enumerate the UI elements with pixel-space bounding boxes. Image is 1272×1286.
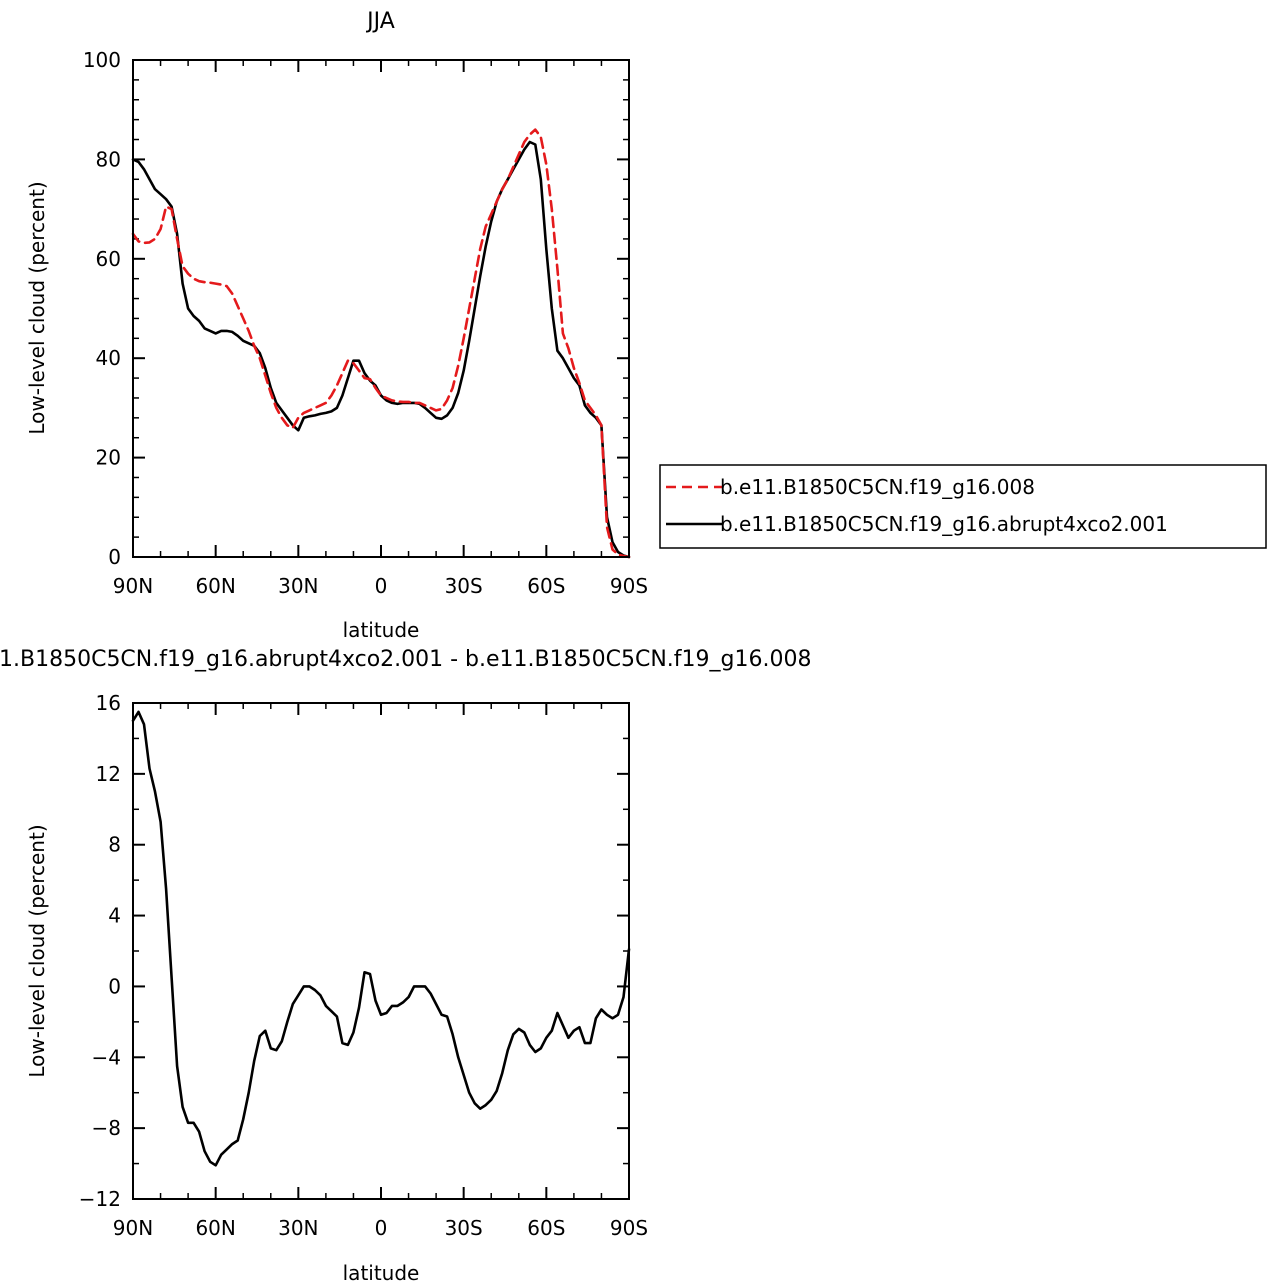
top-chart-x-axis-title: latitude [343, 618, 420, 642]
bottom-chart-y-ticks: −12 −8 −4 0 4 8 12 16 [79, 691, 629, 1211]
y-tick-label: 0 [108, 545, 121, 569]
y-tick-label: 40 [96, 346, 121, 370]
bottom-chart-series [131, 710, 631, 1167]
bottom-chart-x-ticks: 90N 60N 30N 0 30S 60S 90S [113, 703, 648, 1240]
y-tick-label: 16 [96, 691, 121, 715]
x-tick-label: 90N [113, 1216, 153, 1240]
x-tick-label: 60S [527, 1216, 565, 1240]
x-tick-label: 60S [527, 574, 565, 598]
series-line-1 [131, 140, 631, 559]
x-tick-label: 60N [195, 1216, 235, 1240]
top-chart-title: JJA [365, 9, 395, 34]
x-tick-label: 30S [445, 574, 483, 598]
y-tick-label: 12 [96, 762, 121, 786]
series-line-0 [131, 710, 631, 1167]
bottom-chart-plot-frame [132, 702, 630, 1200]
x-tick-label: 0 [375, 574, 388, 598]
x-tick-label: 90N [113, 574, 153, 598]
bottom-chart: b.e11.B1850C5CN.f19_g16.abrupt4xco2.001 … [0, 647, 811, 1285]
x-tick-label: 90S [610, 574, 648, 598]
top-chart-y-ticks: 0 20 40 60 80 100 [83, 48, 629, 569]
x-tick-label: 90S [610, 1216, 648, 1240]
x-tick-label: 30S [445, 1216, 483, 1240]
y-tick-label: −8 [92, 1116, 121, 1140]
bottom-chart-title: b.e11.B1850C5CN.f19_g16.abrupt4xco2.001 … [0, 647, 811, 672]
x-tick-label: 30N [278, 1216, 318, 1240]
bottom-chart-y-axis-title: Low-level cloud (percent) [25, 824, 49, 1077]
y-tick-label: −12 [79, 1187, 121, 1211]
y-tick-label: 80 [96, 147, 121, 171]
y-tick-label: 4 [108, 904, 121, 928]
top-chart-plot-frame [132, 59, 630, 558]
x-tick-label: 60N [195, 574, 235, 598]
top-chart-y-axis-title: Low-level cloud (percent) [25, 181, 49, 434]
legend-label-4xco2: b.e11.B1850C5CN.f19_g16.abrupt4xco2.001 [720, 512, 1168, 536]
legend-box [659, 464, 1267, 549]
top-chart: JJA 0 20 40 60 80 100 90N 60N 30N 0 30S 60S 90S lat… [25, 9, 1267, 642]
x-tick-label: 30N [278, 574, 318, 598]
top-chart-series [131, 128, 631, 559]
legend: b.e11.B1850C5CN.f19_g16.008 b.e11.B1850C… [659, 464, 1267, 549]
bottom-chart-x-axis-title: latitude [343, 1261, 420, 1285]
y-tick-label: 100 [83, 48, 121, 72]
y-tick-label: 0 [108, 974, 121, 998]
x-tick-label: 0 [375, 1216, 388, 1240]
y-tick-label: 20 [96, 446, 121, 470]
legend-label-control: b.e11.B1850C5CN.f19_g16.008 [720, 475, 1035, 499]
top-chart-x-ticks: 90N 60N 30N 0 30S 60S 90S [113, 60, 648, 598]
series-line-0 [131, 128, 631, 559]
y-tick-label: 60 [96, 247, 121, 271]
y-tick-label: −4 [92, 1045, 121, 1069]
y-tick-label: 8 [108, 833, 121, 857]
